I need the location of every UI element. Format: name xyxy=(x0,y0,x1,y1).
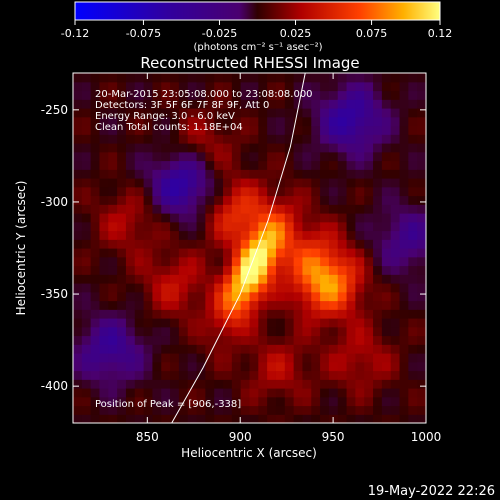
annotation-detectors: Detectors: 3F 5F 6F 7F 8F 9F, Att 0 xyxy=(95,100,269,111)
x-tick-label: 950 xyxy=(322,430,345,444)
colorbar-tick-label: 0.025 xyxy=(280,27,312,40)
footer-date: 19-May-2022 22:26 xyxy=(368,484,495,499)
heatmap-image xyxy=(73,73,426,423)
colorbar-tick-label: 0.12 xyxy=(428,27,453,40)
x-tick-label: 850 xyxy=(136,430,159,444)
plot-frame xyxy=(72,72,427,424)
annotation-clean: Clean Total counts: 1.18E+04 xyxy=(95,122,243,133)
axes: 850 900 950 1000 -250 -300 -350 -400 xyxy=(41,73,442,444)
colorbar-ticks: -0.12 -0.075 -0.025 0.025 0.075 0.12 xyxy=(61,20,452,40)
colorbar-tick-label: -0.12 xyxy=(61,27,89,40)
colorbar-tick-label: -0.025 xyxy=(202,27,237,40)
chart-title: Reconstructed RHESSI Image xyxy=(140,54,359,72)
y-tick-label: -400 xyxy=(41,379,68,393)
y-axis-label: Heliocentric Y (arcsec) xyxy=(14,181,28,316)
colorbar-units: (photons cm⁻² s⁻¹ asec⁻²) xyxy=(193,42,322,53)
annotation-time: 20-Mar-2015 23:05:08.000 to 23:08:08.000 xyxy=(95,89,313,100)
annotation-energy: Energy Range: 3.0 - 6.0 keV xyxy=(95,111,235,122)
peak-position-label: Position of Peak = [906,-338] xyxy=(95,399,241,410)
solar-limb-line xyxy=(171,73,306,423)
y-tick-label: -250 xyxy=(41,103,68,117)
colorbar-tick-label: 0.075 xyxy=(356,27,388,40)
y-tick-label: -300 xyxy=(41,195,68,209)
colorbar xyxy=(74,1,441,21)
x-tick-label: 900 xyxy=(229,430,252,444)
colorbar-tick-label: -0.075 xyxy=(126,27,161,40)
x-axis-label: Heliocentric X (arcsec) xyxy=(181,446,317,460)
y-tick-label: -350 xyxy=(41,287,68,301)
x-tick-label: 1000 xyxy=(411,430,442,444)
